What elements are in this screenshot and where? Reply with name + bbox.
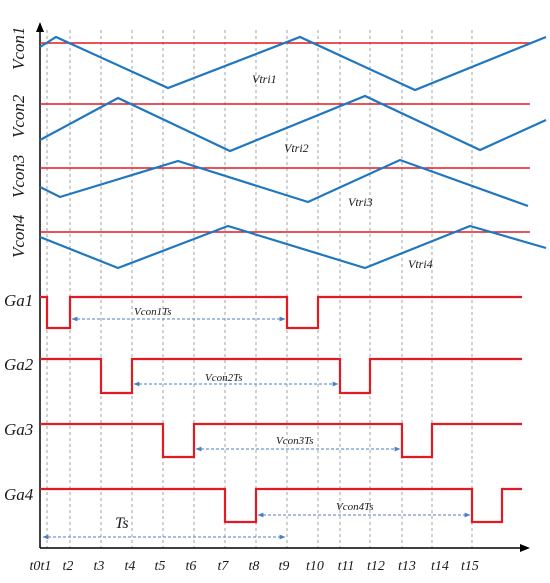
vtri3-waveform	[39, 158, 529, 208]
vtri1-waveform	[39, 35, 547, 92]
vcon2-label: Vcon2	[9, 94, 28, 138]
time-label-t7: t7	[218, 559, 230, 574]
ga4-label: Ga4	[4, 485, 34, 504]
vtri2-label: Vtri2	[284, 141, 309, 155]
vcon2-duration-label: Vcon2Ts	[205, 372, 243, 384]
vtri1-label: Vtri1	[252, 72, 277, 86]
vtri2-waveform	[39, 94, 547, 153]
time-label-t6: t6	[186, 559, 197, 574]
period-label: Ts	[115, 515, 129, 532]
vertical-axis-arrow	[36, 22, 44, 32]
time-gridlines	[46, 30, 473, 548]
time-labels: t0 t1 t2 t3 t4 t5 t6 t7 t8 t9 t10 t11 t12 t13 t14 t15	[30, 559, 479, 574]
vcon1-label: Vcon1	[9, 27, 28, 70]
ga2-pulse-train	[40, 357, 522, 395]
vcon3-label: Vcon3	[9, 155, 28, 198]
time-label-t10: t10	[306, 559, 324, 574]
control-threshold-lines	[40, 42, 530, 233]
vcon1-duration-label: Vcon1Ts	[134, 306, 172, 318]
duration-arrows	[42, 316, 471, 540]
ga3-label: Ga3	[4, 420, 33, 439]
triangle-carriers	[39, 35, 547, 270]
ga2-label: Ga2	[4, 355, 34, 374]
time-label-t13: t13	[398, 559, 416, 574]
time-label-t3: t3	[94, 559, 105, 574]
gate-pulses	[40, 295, 522, 524]
time-axis-arrow	[520, 544, 530, 552]
ga1-label: Ga1	[4, 291, 33, 310]
time-label-t12: t12	[367, 559, 385, 574]
time-label-t5: t5	[155, 559, 166, 574]
time-label-t0: t0	[30, 559, 41, 574]
vtri4-waveform	[39, 224, 547, 270]
time-label-t4: t4	[125, 559, 136, 574]
ga4-pulse-train	[40, 487, 522, 524]
time-label-t15: t15	[461, 559, 479, 574]
vtri3-label: Vtri3	[348, 195, 373, 209]
time-label-t11: t11	[338, 559, 355, 574]
time-label-t8: t8	[249, 559, 260, 574]
ga3-pulse-train	[40, 422, 522, 459]
vcon4-label: Vcon4	[9, 214, 28, 258]
vtri4-label: Vtri4	[408, 257, 433, 271]
vcon3-duration-label: Vcon3Ts	[276, 435, 314, 447]
time-label-t1: t1	[41, 559, 52, 574]
vcon4-duration-label: Vcon4Ts	[336, 501, 374, 513]
time-label-t9: t9	[279, 559, 290, 574]
time-label-t14: t14	[431, 559, 449, 574]
time-label-t2: t2	[63, 559, 74, 574]
ga1-pulse-train	[40, 295, 522, 330]
